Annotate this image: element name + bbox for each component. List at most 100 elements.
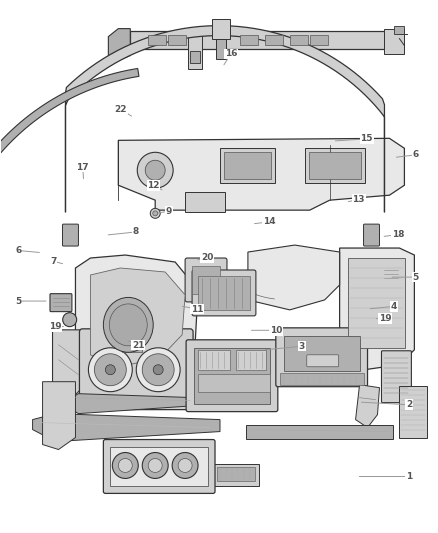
FancyBboxPatch shape: [186, 340, 278, 411]
Text: 3: 3: [299, 342, 305, 351]
FancyBboxPatch shape: [194, 348, 270, 403]
FancyBboxPatch shape: [236, 350, 266, 370]
FancyBboxPatch shape: [240, 35, 258, 45]
FancyBboxPatch shape: [190, 51, 200, 62]
FancyBboxPatch shape: [213, 464, 259, 487]
Text: 15: 15: [360, 134, 373, 143]
FancyBboxPatch shape: [399, 386, 427, 438]
FancyBboxPatch shape: [198, 374, 270, 392]
Text: 5: 5: [15, 296, 21, 305]
FancyBboxPatch shape: [148, 35, 166, 45]
Polygon shape: [68, 394, 195, 414]
Text: 12: 12: [147, 181, 160, 190]
Text: 10: 10: [269, 326, 282, 335]
Text: 22: 22: [114, 104, 127, 114]
Text: 16: 16: [225, 50, 237, 58]
Circle shape: [88, 348, 132, 392]
Text: 6: 6: [15, 246, 21, 255]
Text: 17: 17: [77, 163, 89, 172]
Circle shape: [118, 458, 132, 472]
FancyBboxPatch shape: [185, 192, 225, 212]
FancyBboxPatch shape: [381, 266, 402, 290]
Text: 5: 5: [412, 273, 419, 281]
FancyBboxPatch shape: [198, 276, 250, 310]
FancyBboxPatch shape: [63, 224, 78, 246]
Text: 8: 8: [133, 228, 139, 237]
Text: 11: 11: [191, 304, 203, 313]
FancyBboxPatch shape: [50, 294, 72, 312]
FancyBboxPatch shape: [224, 152, 271, 179]
FancyBboxPatch shape: [385, 29, 404, 53]
Polygon shape: [339, 248, 414, 370]
FancyBboxPatch shape: [280, 373, 364, 385]
Polygon shape: [66, 26, 385, 212]
FancyBboxPatch shape: [192, 270, 256, 316]
Ellipse shape: [103, 297, 153, 352]
Circle shape: [63, 313, 77, 327]
FancyBboxPatch shape: [192, 266, 220, 294]
Text: 7: 7: [50, 257, 56, 265]
Circle shape: [148, 458, 162, 472]
Circle shape: [142, 354, 174, 386]
Polygon shape: [75, 255, 198, 385]
FancyBboxPatch shape: [381, 351, 411, 402]
Circle shape: [95, 354, 126, 386]
FancyBboxPatch shape: [305, 148, 364, 183]
FancyBboxPatch shape: [364, 224, 379, 246]
FancyBboxPatch shape: [307, 355, 339, 367]
Polygon shape: [0, 68, 139, 247]
FancyBboxPatch shape: [188, 30, 202, 69]
Text: 4: 4: [390, 302, 397, 311]
Text: 20: 20: [201, 254, 213, 262]
FancyBboxPatch shape: [220, 148, 275, 183]
Ellipse shape: [110, 304, 147, 346]
Text: 2: 2: [406, 400, 412, 409]
FancyBboxPatch shape: [217, 467, 255, 481]
FancyBboxPatch shape: [348, 258, 406, 348]
FancyBboxPatch shape: [110, 447, 208, 487]
FancyBboxPatch shape: [198, 350, 230, 370]
FancyBboxPatch shape: [284, 336, 360, 371]
FancyBboxPatch shape: [216, 38, 226, 59]
Circle shape: [145, 160, 165, 180]
Circle shape: [150, 208, 160, 219]
FancyBboxPatch shape: [79, 329, 193, 410]
Text: 19: 19: [378, 314, 391, 323]
Circle shape: [367, 310, 381, 324]
FancyBboxPatch shape: [290, 35, 308, 45]
Text: 13: 13: [353, 195, 365, 204]
Text: 14: 14: [263, 217, 276, 227]
FancyBboxPatch shape: [310, 35, 328, 45]
Text: 18: 18: [392, 230, 404, 239]
Circle shape: [112, 453, 138, 479]
FancyBboxPatch shape: [103, 440, 215, 494]
FancyBboxPatch shape: [246, 425, 393, 439]
FancyBboxPatch shape: [122, 340, 142, 352]
Polygon shape: [356, 385, 379, 427]
Circle shape: [137, 152, 173, 188]
Circle shape: [153, 365, 163, 375]
Polygon shape: [108, 29, 130, 61]
Polygon shape: [90, 268, 185, 368]
FancyBboxPatch shape: [309, 152, 360, 179]
Circle shape: [136, 348, 180, 392]
Circle shape: [178, 458, 192, 472]
Polygon shape: [32, 414, 220, 441]
FancyBboxPatch shape: [185, 258, 227, 302]
FancyBboxPatch shape: [168, 35, 186, 45]
Text: 1: 1: [406, 472, 412, 481]
Circle shape: [106, 365, 115, 375]
FancyBboxPatch shape: [395, 26, 404, 34]
Polygon shape: [53, 330, 90, 394]
Circle shape: [172, 453, 198, 479]
FancyBboxPatch shape: [265, 35, 283, 45]
Polygon shape: [42, 382, 75, 449]
Polygon shape: [248, 245, 339, 310]
Circle shape: [142, 453, 168, 479]
Text: 21: 21: [132, 341, 145, 350]
Text: 6: 6: [412, 150, 419, 159]
Text: 9: 9: [166, 207, 172, 216]
Text: 19: 19: [49, 322, 62, 331]
FancyBboxPatch shape: [276, 328, 367, 386]
FancyBboxPatch shape: [212, 19, 230, 38]
